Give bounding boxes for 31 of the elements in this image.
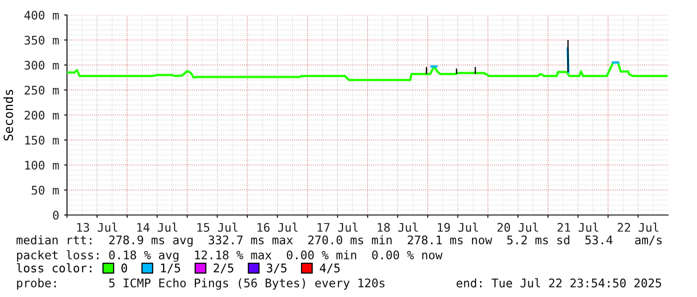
y-axis-title: Seconds [3,90,14,140]
legend-title: loss color: [16,263,92,272]
legend-label: 3/5 [266,264,286,274]
x-tick-label: 15 Jul [197,222,238,232]
x-tick-label: 22 Jul [618,222,658,232]
y-tick-label: 0 [53,210,59,220]
y-tick-label: 200 m [24,110,59,120]
y-tick-label: 150 m [25,136,59,145]
y-tick-label: 300 m [24,60,59,70]
line-series [67,61,668,82]
text: packet loss: 0.18 % avg 12.18 % max 0.00 % min 0.00 % now [17,250,442,262]
text: probe: 5 ICMP Echo Pings (56 Bytes) every 120s [17,278,384,290]
x-tick-label: 13 Jul [77,222,118,232]
y-tick-label: 100 m [25,160,59,170]
text: median rtt: 278.9 ms avg 332.7 ms max 270.0 ms min 278.1 ms now 5.2 ms sd 53.4 am/s [16,235,662,247]
y-tick-label: 350 m [24,36,59,45]
y-tick-label: 250 m [24,86,59,95]
x-tick-label: 14 Jul [137,222,178,232]
y-tick-label: 50 m [32,186,59,195]
legend-label: 4/5 [320,264,340,274]
legend-label: 1/5 [161,264,180,274]
x-tick-label: 19 Jul [438,222,478,232]
x-tick-label: 16 Jul [258,222,298,232]
x-tick-label: 20 Jul [497,222,538,232]
y-tick-label: 400 m [24,10,59,20]
x-tick-label: 18 Jul [378,222,418,232]
x-tick-label: 21 Jul [558,222,598,232]
legend-label: 0 [121,264,128,272]
text: end: Tue Jul 22 23:54:50 2025 [456,278,662,288]
x-tick-label: 17 Jul [318,222,358,232]
legend-label: 2/5 [214,264,234,274]
